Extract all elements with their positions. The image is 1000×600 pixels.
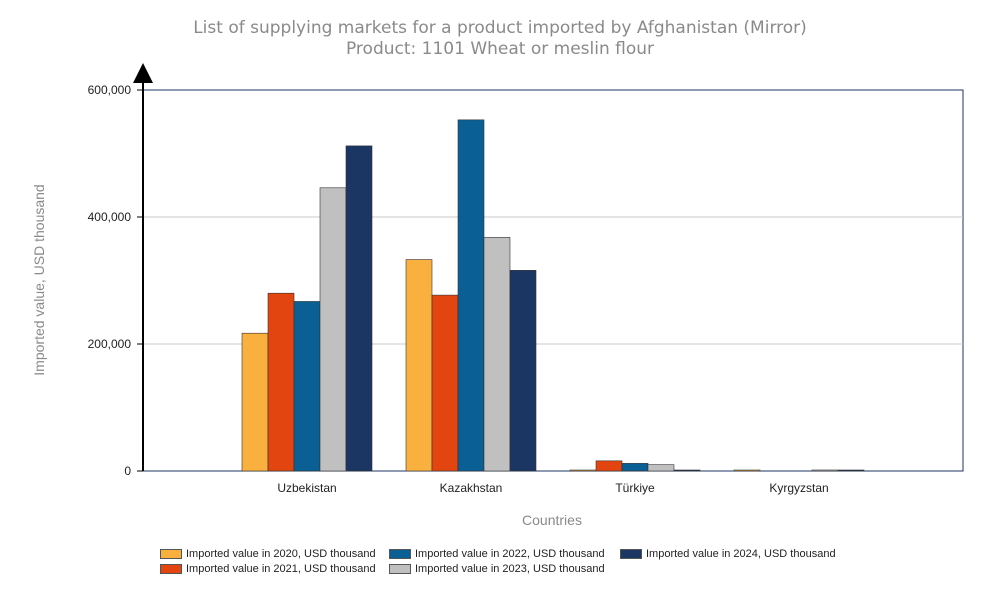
legend-swatch — [389, 549, 411, 559]
legend-item: Imported value in 2023, USD thousand — [389, 562, 605, 576]
bar-groups — [241, 119, 865, 472]
y-axis: 0 200,000 400,000 600,000 — [88, 78, 144, 478]
legend: Imported value in 2020, USD thousand Impo… — [160, 547, 880, 579]
legend-swatch — [389, 564, 411, 574]
bar — [319, 187, 347, 472]
bar — [647, 464, 675, 472]
bar — [457, 119, 485, 472]
y-tick-label: 600,000 — [88, 83, 132, 97]
legend-swatch — [160, 549, 182, 559]
chart-title-block: List of supplying markets for a product … — [0, 18, 1000, 60]
legend-label: Imported value in 2022, USD thousand — [415, 548, 605, 560]
y-axis-label: Imported value, USD thousand — [31, 184, 47, 375]
y-axis-arrow-icon — [133, 63, 153, 83]
legend-label: Imported value in 2023, USD thousand — [415, 563, 605, 575]
chart-title: List of supplying markets for a product … — [193, 18, 807, 38]
bar — [509, 270, 537, 472]
bar — [405, 259, 433, 472]
bar — [811, 469, 839, 472]
chart-subtitle: Product: 1101 Wheat or meslin flour — [345, 39, 655, 59]
bar — [241, 332, 269, 472]
x-axis-label: Countries — [522, 512, 582, 528]
x-tick-label: Kazakhstan — [440, 481, 503, 495]
bar — [733, 469, 761, 472]
y-tick-label: 0 — [124, 464, 131, 478]
bar — [267, 292, 295, 472]
bar — [837, 469, 865, 472]
legend-item: Imported value in 2020, USD thousand — [160, 547, 376, 561]
legend-label: Imported value in 2021, USD thousand — [186, 563, 376, 575]
bar — [293, 301, 321, 472]
x-tick-label: Uzbekistan — [277, 481, 336, 495]
bar — [595, 460, 623, 472]
legend-label: Imported value in 2024, USD thousand — [646, 548, 836, 560]
x-tick-label: Türkiye — [615, 481, 655, 495]
bar — [431, 294, 459, 472]
bar — [569, 469, 597, 472]
legend-item: Imported value in 2021, USD thousand — [160, 562, 376, 576]
y-tick-label: 400,000 — [88, 210, 132, 224]
bar — [483, 237, 511, 472]
legend-swatch — [160, 564, 182, 574]
legend-item: Imported value in 2024, USD thousand — [620, 547, 836, 561]
legend-item: Imported value in 2022, USD thousand — [389, 547, 605, 561]
y-tick-label: 200,000 — [88, 337, 132, 351]
bar — [673, 469, 701, 472]
bar — [345, 145, 373, 472]
x-axis: Uzbekistan Kazakhstan Türkiye Kyrgyzstan — [277, 481, 828, 495]
legend-swatch — [620, 549, 642, 559]
bar — [621, 463, 649, 472]
legend-label: Imported value in 2020, USD thousand — [186, 548, 376, 560]
x-tick-label: Kyrgyzstan — [769, 481, 828, 495]
